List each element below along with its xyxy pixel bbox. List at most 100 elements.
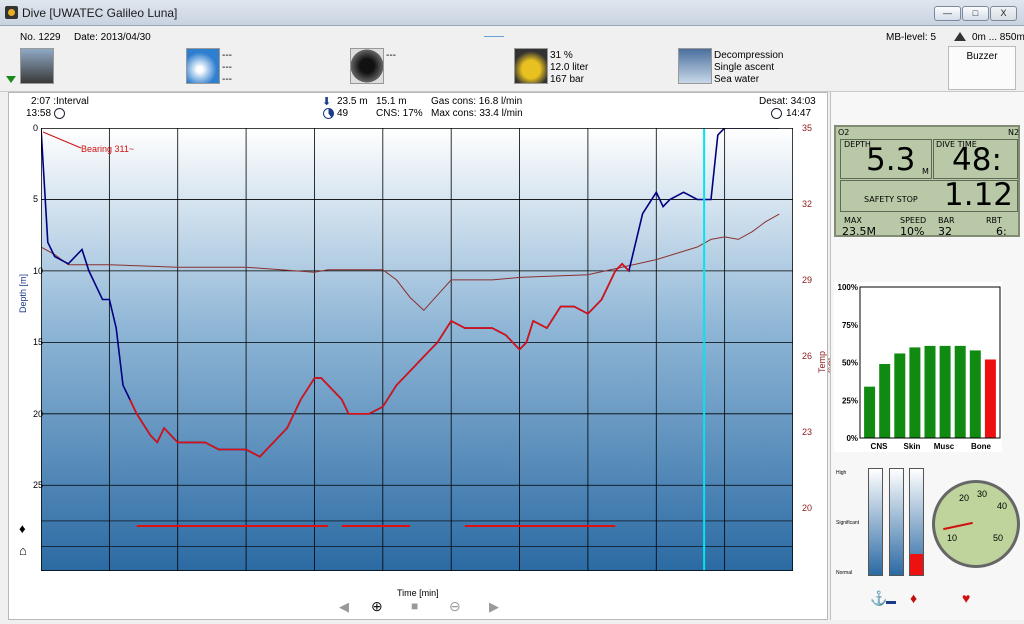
tissue-bar bbox=[924, 345, 936, 438]
tissue-y-label: 100% bbox=[838, 283, 858, 292]
lcd-speed-value: 10% bbox=[900, 225, 925, 238]
weather-icon[interactable] bbox=[186, 48, 220, 84]
temp-tick-label: 23 bbox=[802, 426, 813, 437]
tissue-bar bbox=[939, 345, 951, 438]
lcd-n2: N2 bbox=[1008, 128, 1020, 137]
lungs-red-icon: ♥ bbox=[962, 590, 971, 606]
lcd-max-label: MAX bbox=[844, 216, 862, 225]
ascent-bar-1 bbox=[868, 468, 883, 576]
camera-icon[interactable] bbox=[350, 48, 384, 84]
dive-type-icon[interactable] bbox=[678, 48, 712, 84]
divider bbox=[484, 36, 504, 37]
tissue-y-label: 75% bbox=[842, 321, 858, 330]
tank-icon[interactable] bbox=[514, 48, 548, 84]
ascent-bar-2 bbox=[889, 468, 904, 576]
temp-tick-label: 20 bbox=[802, 502, 813, 513]
clock-icon bbox=[54, 108, 65, 119]
depth-tick-label: 20 bbox=[33, 408, 44, 419]
app-icon bbox=[5, 6, 18, 19]
max-depth: 23.5 m bbox=[337, 96, 368, 107]
dive-type-1: Decompression bbox=[714, 50, 784, 61]
dive-profile-panel: 2:07 :Interval 13:58 ⬇ 23.5 m 15.1 m 49 … bbox=[8, 92, 837, 620]
dial-40: 40 bbox=[997, 501, 1008, 511]
gas-volume: 12.0 liter bbox=[550, 62, 589, 73]
dive-number: No. 1229 bbox=[20, 32, 61, 43]
tissue-frame bbox=[859, 286, 1001, 439]
gauge-icon: ▬ bbox=[886, 596, 896, 607]
maximize-button[interactable]: □ bbox=[962, 6, 989, 21]
buzzer-box[interactable]: Buzzer bbox=[948, 46, 1016, 90]
lcd-speed-label: SPEED bbox=[900, 216, 927, 225]
zoom-in-icon[interactable]: ⊕ bbox=[371, 598, 383, 614]
ascent-high-label: High bbox=[836, 470, 847, 476]
bearing-label: Bearing 311~ bbox=[81, 144, 134, 154]
tissue-bars: 100% 75% 50% 25% 0% CNS Skin Musc Bone bbox=[838, 283, 996, 451]
zoom-out-icon[interactable]: ⊖ bbox=[449, 598, 461, 614]
end-time: 14:47 bbox=[786, 108, 812, 119]
temp-tick-label: 35 bbox=[802, 123, 813, 133]
depth-tick-label: 15 bbox=[33, 337, 44, 348]
start-time: 13:58 bbox=[26, 108, 52, 119]
gas-oxygen: 31 % bbox=[550, 50, 573, 61]
lcd-depth-label: DEPTH bbox=[844, 140, 871, 149]
oxygen-dial: 20 30 40 10 50 bbox=[932, 480, 1020, 568]
minimize-button[interactable]: — bbox=[934, 6, 961, 21]
interval-text: 2:07 :Interval bbox=[31, 96, 89, 107]
lcd-rbt-value: 6: bbox=[996, 225, 1007, 238]
weather-line-1: --- bbox=[222, 50, 232, 61]
next-icon[interactable]: ▶ bbox=[489, 599, 499, 614]
temp-tick-label: 29 bbox=[802, 274, 813, 285]
dial-30: 30 bbox=[977, 489, 988, 499]
tissue-y-label: 0% bbox=[846, 434, 858, 443]
dive-profile-chart[interactable]: Bearing 311~ 0510152025303540455055 bbox=[41, 128, 793, 571]
lcd-max-value: 23.5M bbox=[842, 225, 876, 238]
ascent-bar-3 bbox=[909, 468, 924, 576]
house-icon: ⌂ bbox=[19, 543, 27, 558]
tissue-bar bbox=[984, 359, 996, 438]
lcd-depth-value: 5.3 bbox=[866, 142, 916, 178]
tissue-bar bbox=[954, 345, 966, 438]
gas-pressure: 167 bar bbox=[550, 74, 584, 85]
cns-value: CNS: 17% bbox=[376, 108, 423, 119]
tissue-x-label: Musc bbox=[934, 442, 955, 451]
altitude-range: 0m ... 850m bbox=[972, 32, 1024, 43]
tissue-bar bbox=[879, 364, 891, 438]
mountain-icon bbox=[954, 32, 966, 41]
tissue-bar bbox=[864, 386, 876, 438]
temperature-series bbox=[41, 213, 780, 312]
depth-tick-label: 25 bbox=[33, 480, 44, 491]
dive-info-bar: No. 1229 Date: 2013/04/30 MB-level: 5 0m… bbox=[0, 26, 1024, 92]
buddy-divers-icon[interactable] bbox=[20, 48, 54, 84]
depth-tick-label: 0 bbox=[33, 123, 39, 133]
dial-needle bbox=[943, 521, 973, 531]
ascent-bar-3-fill bbox=[910, 553, 923, 575]
gas-consumption: Gas cons: 16.8 l/min bbox=[431, 96, 523, 107]
lcd-dive-time-value: 48: bbox=[952, 142, 1002, 178]
depth-axis-label: Depth [m] bbox=[18, 273, 28, 313]
lcd-o2: O2 bbox=[838, 128, 850, 137]
time-axis-label: Time [min] bbox=[397, 588, 439, 598]
close-button[interactable]: X bbox=[990, 6, 1017, 21]
stop-icon[interactable]: ■ bbox=[411, 599, 419, 613]
ascent-significant-label: Significant bbox=[836, 520, 860, 526]
lcd-safety-cell bbox=[840, 180, 1018, 212]
expand-arrow-icon[interactable] bbox=[6, 76, 16, 83]
depth-warning-series bbox=[129, 262, 630, 458]
lcd-dive-time-label: DIVE TIME bbox=[936, 140, 977, 149]
tissue-bar bbox=[894, 353, 906, 438]
diver-icon: ⚓ bbox=[870, 590, 888, 606]
grid bbox=[41, 128, 793, 571]
saturation-icon bbox=[323, 108, 334, 119]
tissue-x-label: CNS bbox=[871, 442, 889, 451]
previous-icon[interactable]: ◀ bbox=[339, 599, 349, 614]
lcd-safety-value: 1.12 bbox=[944, 177, 1014, 213]
window-title: Dive [UWATEC Galileo Luna] bbox=[22, 6, 178, 20]
dial-50: 50 bbox=[993, 533, 1004, 543]
dial-10: 10 bbox=[947, 533, 958, 543]
dial-20: 20 bbox=[959, 493, 970, 503]
dive-type-2: Single ascent bbox=[714, 62, 775, 73]
dive-date: Date: 2013/04/30 bbox=[74, 32, 151, 43]
ascent-panel: High Significant Normal 20 30 40 10 50 ⚓… bbox=[834, 460, 1022, 620]
desat-time: Desat: 34:03 bbox=[759, 96, 816, 107]
dive-computer-lcd: O2 N2 DEPTH 5.3 M DIVE TIME 48: SAFETY S… bbox=[834, 125, 1020, 238]
